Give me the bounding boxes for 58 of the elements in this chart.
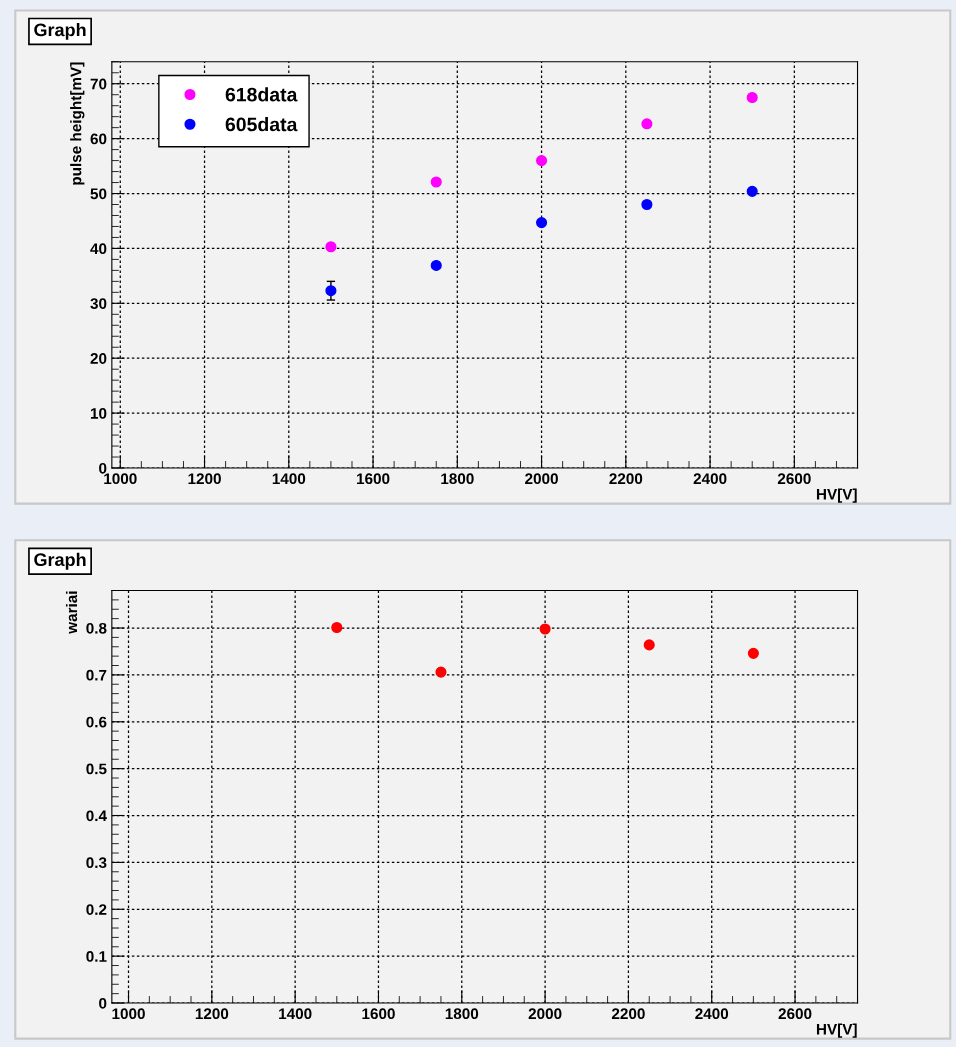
x-tick-label: 1600 — [362, 1008, 395, 1020]
x-tick-label: 2400 — [695, 1008, 729, 1020]
y-axis-title: pulse height[mV] — [70, 62, 85, 185]
y-tick-label: 20 — [90, 353, 107, 364]
y-tick-label: 0.5 — [86, 763, 107, 775]
y-tick-label: 10 — [90, 407, 107, 419]
point — [539, 623, 551, 635]
point — [746, 185, 758, 197]
point — [325, 285, 337, 297]
y-tick-label: 0.2 — [86, 904, 107, 915]
point — [641, 118, 653, 130]
point — [536, 155, 548, 167]
x-axis-title: HV[V] — [816, 1023, 857, 1038]
y-tick-label: 0.7 — [86, 669, 107, 681]
point — [747, 647, 759, 659]
x-tick-label: 2200 — [609, 473, 643, 485]
y-tick-label: 70 — [90, 78, 107, 90]
point — [331, 621, 343, 634]
point — [643, 639, 655, 651]
point — [435, 666, 447, 678]
y-tick-label: 0 — [99, 997, 107, 1009]
y-tick-label: 0.1 — [86, 951, 107, 962]
x-tick-label: 1200 — [195, 1008, 229, 1020]
x-tick-label: 1000 — [112, 1008, 145, 1020]
point — [430, 176, 442, 188]
x-tick-label: 2600 — [777, 473, 811, 485]
y-tick-label: 0.3 — [86, 857, 107, 869]
y-tick-label: 30 — [90, 298, 107, 310]
x-tick-label: 2000 — [525, 473, 558, 485]
x-tick-label: 1400 — [272, 473, 306, 485]
y-tick-label: 0.6 — [86, 716, 107, 728]
point — [641, 198, 653, 211]
x-tick-label: 1000 — [104, 473, 137, 485]
y-axis-title: wariai — [65, 591, 78, 634]
y-tick-label: 0.8 — [86, 622, 107, 634]
legend-label: 605data — [225, 117, 298, 132]
x-tick-label: 1800 — [441, 473, 474, 485]
point — [746, 91, 758, 104]
y-tick-label: 0 — [99, 462, 107, 474]
x-tick-label: 1400 — [279, 1008, 312, 1020]
point — [536, 217, 548, 229]
x-tick-label: 2400 — [693, 473, 727, 485]
chart-title: Graph — [34, 23, 86, 40]
y-tick-label: 40 — [90, 243, 107, 255]
legend-label: 618data — [225, 87, 298, 102]
x-axis-title: HV[V] — [816, 488, 857, 503]
x-tick-label: 2600 — [778, 1008, 812, 1020]
point — [430, 259, 442, 271]
x-tick-label: 2200 — [611, 1008, 645, 1020]
y-tick-label: 0.4 — [86, 810, 107, 822]
x-tick-label: 2000 — [528, 1008, 562, 1020]
y-tick-label: 50 — [90, 188, 107, 200]
chart-title: Graph — [34, 552, 86, 570]
y-tick-label: 60 — [90, 133, 107, 145]
x-tick-label: 1200 — [188, 473, 221, 485]
x-tick-label: 1600 — [357, 473, 390, 485]
x-tick-label: 1800 — [445, 1008, 479, 1020]
point — [325, 241, 337, 253]
